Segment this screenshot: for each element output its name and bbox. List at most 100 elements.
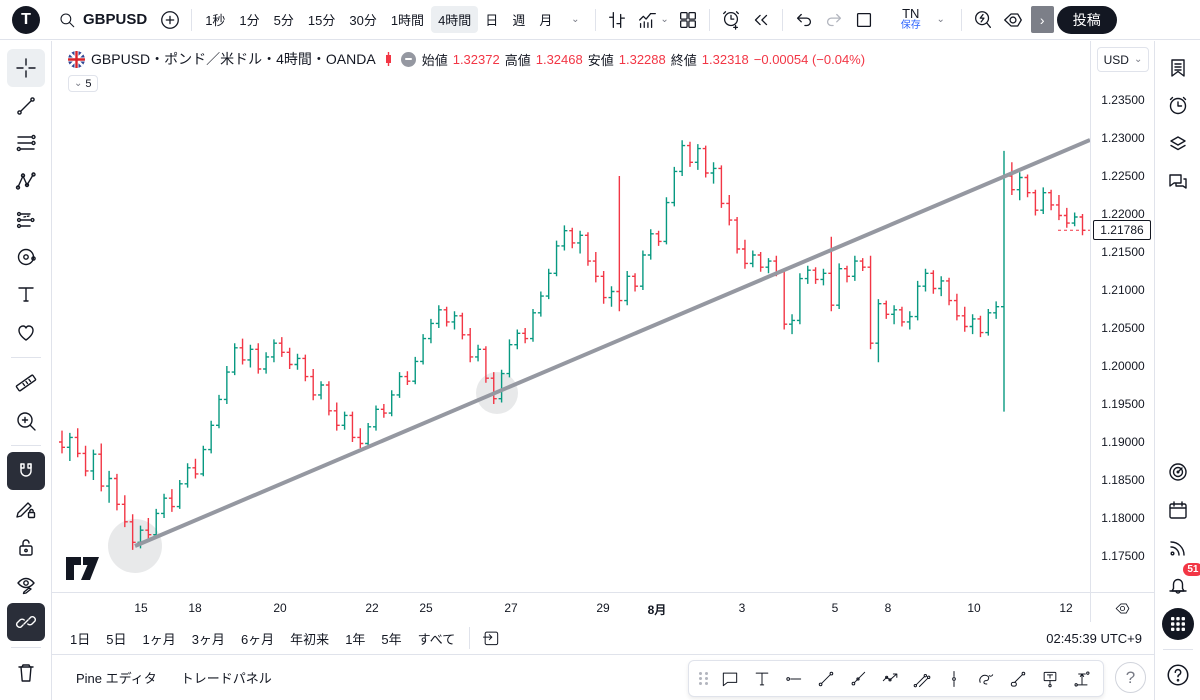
- brush-button[interactable]: [971, 664, 1001, 694]
- zoom-in-tool[interactable]: [7, 402, 45, 440]
- text-icon: [755, 672, 769, 685]
- chat-button[interactable]: [1159, 163, 1197, 201]
- chart-style-button[interactable]: [602, 4, 632, 36]
- range-5日[interactable]: 5日: [106, 631, 127, 647]
- layout-grid-button[interactable]: [673, 4, 703, 36]
- watchlist-button[interactable]: [1159, 49, 1197, 87]
- range-すべて[interactable]: すべて: [417, 631, 456, 647]
- ideas-stream-button[interactable]: [1159, 529, 1197, 567]
- price-tick: 1.21000: [1101, 283, 1145, 297]
- help-button[interactable]: ?: [1115, 662, 1146, 693]
- price-note-button[interactable]: [1067, 664, 1097, 694]
- parallel-channel-button[interactable]: [907, 664, 937, 694]
- trend-line-drawing[interactable]: [134, 138, 1091, 548]
- fullscreen-button[interactable]: [849, 4, 879, 36]
- interval-1分[interactable]: 1分: [239, 13, 260, 28]
- help-icon: [1166, 664, 1189, 686]
- interval-dropdown-button[interactable]: ⌄: [571, 14, 580, 25]
- hide-source-button[interactable]: [400, 51, 416, 67]
- range-5年[interactable]: 5年: [381, 631, 402, 647]
- publish-button[interactable]: 投稿: [1056, 5, 1117, 34]
- range-3ヶ月[interactable]: 3ヶ月: [191, 631, 225, 647]
- axis-settings-button[interactable]: [1090, 593, 1154, 623]
- interval-日[interactable]: 日: [485, 13, 499, 28]
- range-1年[interactable]: 1年: [345, 631, 366, 647]
- clock-timezone[interactable]: 02:45:39 UTC+9: [1046, 630, 1142, 646]
- path-button[interactable]: [1003, 664, 1033, 694]
- hide-drawings-button[interactable]: [7, 566, 45, 604]
- quick-text-button[interactable]: [747, 664, 777, 694]
- alerts-button[interactable]: [1159, 87, 1197, 125]
- time-axis[interactable]: 15 18 20 22 25 27 29 8月 3 5 8 10 12: [52, 592, 1154, 623]
- range-1日[interactable]: 1日: [70, 631, 91, 647]
- ray-button[interactable]: [843, 664, 873, 694]
- horizontal-line-button[interactable]: [779, 664, 809, 694]
- time-tick: 8: [884, 601, 892, 615]
- interval-4時間[interactable]: 4時間: [431, 6, 479, 33]
- screener-button[interactable]: [1159, 453, 1197, 491]
- trend-line-button[interactable]: [811, 664, 841, 694]
- interval-1時間[interactable]: 1時間: [390, 13, 425, 28]
- sidebar-help-button[interactable]: [1159, 656, 1197, 694]
- chart-settings-button[interactable]: [998, 4, 1028, 36]
- fib-retracement-tool[interactable]: [7, 124, 45, 162]
- go-to-date-button[interactable]: [476, 622, 506, 654]
- sync-drawings-button[interactable]: [6, 603, 45, 642]
- drag-handle[interactable]: [699, 672, 709, 685]
- price-axis[interactable]: USD ⌄ 1.23500 1.23000 1.22500 1.22000 1.21500…: [1090, 41, 1154, 592]
- emoji-tool[interactable]: [7, 313, 45, 351]
- notifications-bell-icon: [1168, 578, 1187, 594]
- prediction-tool[interactable]: [7, 200, 45, 238]
- interval-15分[interactable]: 15分: [307, 13, 336, 28]
- remove-objects-button[interactable]: [7, 654, 45, 692]
- arrow-button[interactable]: [875, 664, 905, 694]
- gb-flag-icon: [68, 50, 85, 68]
- save-layout-button[interactable]: TN 保存: [900, 6, 921, 32]
- pattern-tool[interactable]: [7, 162, 45, 200]
- axis-gear-icon: [1115, 602, 1130, 614]
- magnet-mode-button[interactable]: [6, 452, 45, 491]
- quick-search-button[interactable]: [968, 4, 998, 36]
- symbol-title[interactable]: GBPUSD・ポンド／米ドル・4時間・OANDA: [91, 51, 376, 67]
- parallel-channel-icon: [913, 673, 931, 687]
- crosshair-tool[interactable]: [6, 48, 45, 87]
- chart-plot-area[interactable]: GBPUSD・ポンド／米ドル・4時間・OANDA 始値 1.32372 高値 1.3…: [52, 41, 1091, 592]
- text-label-button[interactable]: [1035, 664, 1065, 694]
- apps-button[interactable]: [1159, 605, 1197, 643]
- indicators-button[interactable]: ⌄: [632, 4, 672, 36]
- interval-5分[interactable]: 5分: [273, 13, 294, 28]
- currency-selector[interactable]: USD ⌄: [1097, 47, 1149, 72]
- shapes-tool[interactable]: [7, 238, 45, 276]
- range-年初来[interactable]: 年初来: [290, 631, 330, 647]
- object-tree-button[interactable]: [1159, 125, 1197, 163]
- tab-trade-panel[interactable]: トレードパネル: [180, 671, 272, 686]
- redo-button[interactable]: [819, 4, 849, 36]
- vertical-line-button[interactable]: [939, 664, 969, 694]
- collapse-panel-button[interactable]: ›: [1030, 6, 1054, 33]
- compare-add-button[interactable]: [155, 4, 185, 36]
- comment-tool-button[interactable]: [715, 664, 745, 694]
- drawing-mode-button[interactable]: [7, 490, 45, 528]
- create-alert-button[interactable]: [716, 4, 746, 36]
- tab-pine-editor[interactable]: Pine エディタ: [76, 671, 157, 686]
- lock-drawings-button[interactable]: [7, 528, 45, 566]
- trend-line-tool[interactable]: [7, 87, 45, 125]
- measure-tool[interactable]: [7, 364, 45, 402]
- range-6ヶ月[interactable]: 6ヶ月: [240, 631, 275, 647]
- interval-30分[interactable]: 30分: [349, 13, 377, 28]
- interval-1秒[interactable]: 1秒: [205, 13, 226, 28]
- symbol-search-button[interactable]: GBPUSD: [50, 7, 155, 33]
- notifications-button[interactable]: 51: [1159, 563, 1200, 605]
- range-1ヶ月[interactable]: 1ヶ月: [142, 631, 176, 647]
- save-dropdown-button[interactable]: ⌄: [936, 14, 945, 25]
- interval-週[interactable]: 週: [512, 13, 526, 28]
- calendar-button[interactable]: [1159, 491, 1197, 529]
- time-tick: 27: [504, 601, 518, 615]
- undo-button[interactable]: [789, 4, 819, 36]
- indicators-collapsed-chip[interactable]: ⌄ 5: [68, 75, 98, 92]
- tradingview-logo[interactable]: T: [12, 5, 40, 34]
- interval-月[interactable]: 月: [539, 13, 553, 28]
- chart-canvas[interactable]: [52, 41, 1091, 592]
- replay-button[interactable]: [746, 4, 776, 36]
- text-tool[interactable]: [7, 275, 45, 313]
